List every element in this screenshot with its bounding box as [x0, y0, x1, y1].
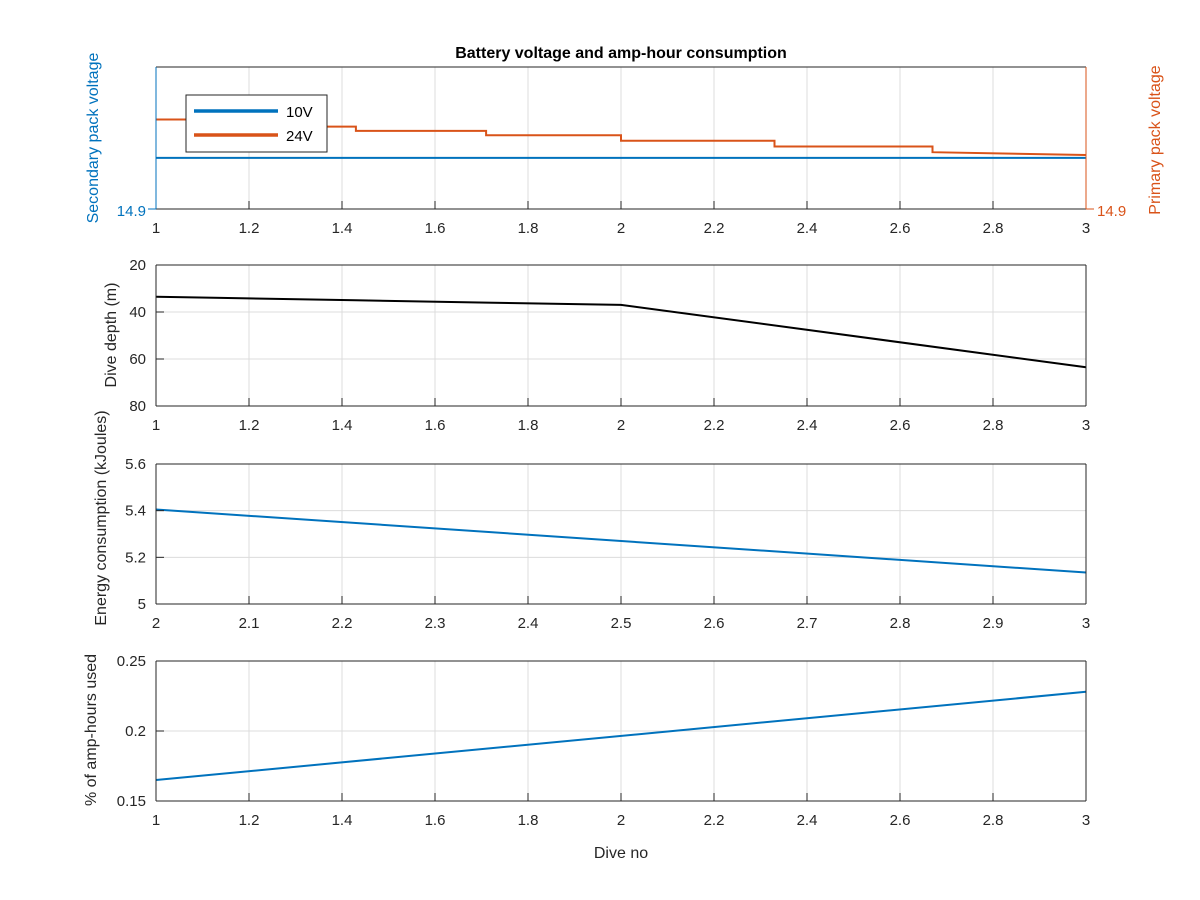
y-tick-label: 60	[129, 351, 146, 368]
x-tick-label: 1.6	[425, 417, 446, 434]
x-tick-label: 3	[1082, 615, 1090, 632]
x-tick-label: 1.2	[239, 417, 260, 434]
series-line	[155, 690, 1087, 781]
x-tick-label: 2.2	[704, 220, 725, 237]
y-tick-label: 5.2	[125, 549, 146, 566]
depth-series	[155, 295, 1087, 369]
x-tick-label: 1.2	[239, 812, 260, 829]
x-axis-label: Dive no	[594, 845, 648, 862]
amp-hours-y-ticks: 0.15 0.2 0.25	[117, 653, 146, 810]
x-tick-label: 2.2	[704, 417, 725, 434]
x-tick-label: 2	[617, 417, 625, 434]
chart-title: Battery voltage and amp-hour consumption	[455, 45, 787, 62]
y-tick-label: 20	[129, 257, 146, 274]
x-tick-label: 2.6	[890, 417, 911, 434]
amp-hours-x-ticks: 1 1.2 1.4 1.6 1.8 2 2.2 2.4 2.6 2.8 3	[152, 812, 1090, 829]
energy-axes-frame	[155, 463, 1087, 605]
amp-hours-grid	[156, 661, 1086, 801]
x-tick-label: 2.6	[704, 615, 725, 632]
x-tick-label: 1	[152, 417, 160, 434]
depth-x-ticks: 1 1.2 1.4 1.6 1.8 2 2.2 2.4 2.6 2.8 3	[152, 417, 1090, 434]
voltage-panel: 1 1.2 1.4 1.6 1.8 2 2.2 2.4 2.6 2.8 3 Battery volt…	[85, 45, 1164, 237]
left-y-axis-label: Secondary pack voltage	[85, 53, 102, 224]
y-tick-label: 0.15	[117, 793, 146, 810]
energy-panel: 2 2.1 2.2 2.3 2.4 2.5 2.6 2.7 2.8 2.9 3 5 5.2 5.4 5.6…	[93, 410, 1090, 632]
x-tick-label: 1	[152, 220, 160, 237]
x-tick-label: 1.8	[518, 417, 539, 434]
legend-box	[185, 94, 328, 153]
x-tick-label: 2.6	[890, 812, 911, 829]
x-tick-label: 3	[1082, 812, 1090, 829]
x-tick-label: 1.6	[425, 220, 446, 237]
x-tick-label: 2	[617, 220, 625, 237]
x-tick-label: 2	[152, 615, 160, 632]
x-tick-label: 2	[617, 812, 625, 829]
right-y-tick-label: 14.9	[1097, 203, 1126, 220]
y-tick-label: 40	[129, 304, 146, 321]
x-tick-label: 2.2	[704, 812, 725, 829]
depth-panel: 1 1.2 1.4 1.6 1.8 2 2.2 2.4 2.6 2.8 3 20 40 60 80 Div…	[103, 257, 1090, 434]
x-tick-label: 1.8	[518, 812, 539, 829]
y-tick-label: 5.4	[125, 503, 146, 520]
x-tick-label: 2.8	[983, 220, 1004, 237]
x-tick-label: 2.4	[797, 812, 818, 829]
amp-hours-y-axis-label: % of amp-hours used	[83, 654, 100, 806]
x-tick-label: 1.4	[332, 417, 353, 434]
x-tick-label: 2.4	[797, 220, 818, 237]
x-tick-label: 2.8	[983, 417, 1004, 434]
x-tick-label: 1.2	[239, 220, 260, 237]
x-tick-label: 3	[1082, 417, 1090, 434]
right-y-axis-label: Primary pack voltage	[1147, 65, 1164, 214]
x-tick-label: 1.6	[425, 812, 446, 829]
x-tick-label: 1.4	[332, 812, 353, 829]
x-tick-label: 2.1	[239, 615, 260, 632]
energy-y-axis-label: Energy consumption (kJoules)	[93, 410, 110, 625]
x-tick-label: 2.6	[890, 220, 911, 237]
amp-hours-panel: 1 1.2 1.4 1.6 1.8 2 2.2 2.4 2.6 2.8 3 0.150.20.25 …	[83, 653, 1090, 862]
x-tick-label: 2.8	[983, 812, 1004, 829]
x-tick-label: 2.7	[797, 615, 818, 632]
y-tick-label: 5	[138, 596, 146, 613]
series-line	[155, 295, 1087, 369]
x-tick-label: 1.8	[518, 220, 539, 237]
voltage-grid	[248, 67, 994, 209]
x-tick-label: 1.4	[332, 220, 353, 237]
x-tick-label: 2.2	[332, 615, 353, 632]
energy-x-ticks: 2 2.1 2.2 2.3 2.4 2.5 2.6 2.7 2.8 2.9 3	[152, 615, 1090, 632]
x-tick-label: 1	[152, 812, 160, 829]
left-y-tick-label: 14.9	[117, 203, 146, 220]
depth-y-axis-label: Dive depth (m)	[103, 283, 120, 388]
y-tick-label: 0.25	[117, 653, 146, 670]
x-tick-label: 2.9	[983, 615, 1004, 632]
energy-y-ticks: 5 5.2 5.4 5.6	[125, 456, 146, 613]
voltage-x-ticks: 1 1.2 1.4 1.6 1.8 2 2.2 2.4 2.6 2.8 3	[152, 220, 1090, 237]
x-tick-label: 2.3	[425, 615, 446, 632]
voltage-axes-frame	[148, 66, 1094, 210]
x-tick-label: 2.4	[797, 417, 818, 434]
series-line	[155, 508, 1087, 574]
amp-hours-axes-frame	[155, 660, 1087, 802]
energy-series	[155, 508, 1087, 574]
x-tick-label: 2.4	[518, 615, 539, 632]
x-tick-label: 3	[1082, 220, 1090, 237]
y-tick-label: 80	[129, 398, 146, 415]
depth-axes-frame	[155, 264, 1087, 407]
legend: 10V 24V	[185, 94, 328, 153]
depth-grid	[156, 265, 1086, 406]
y-tick-label: 5.6	[125, 456, 146, 473]
legend-label-10v: 10V	[286, 104, 313, 121]
amp-hours-series	[155, 690, 1087, 781]
depth-y-ticks: 20 40 60 80	[129, 257, 146, 415]
x-tick-label: 2.5	[611, 615, 632, 632]
y-tick-label: 0.2	[125, 723, 146, 740]
x-tick-label: 2.8	[890, 615, 911, 632]
legend-label-24v: 24V	[286, 128, 313, 145]
